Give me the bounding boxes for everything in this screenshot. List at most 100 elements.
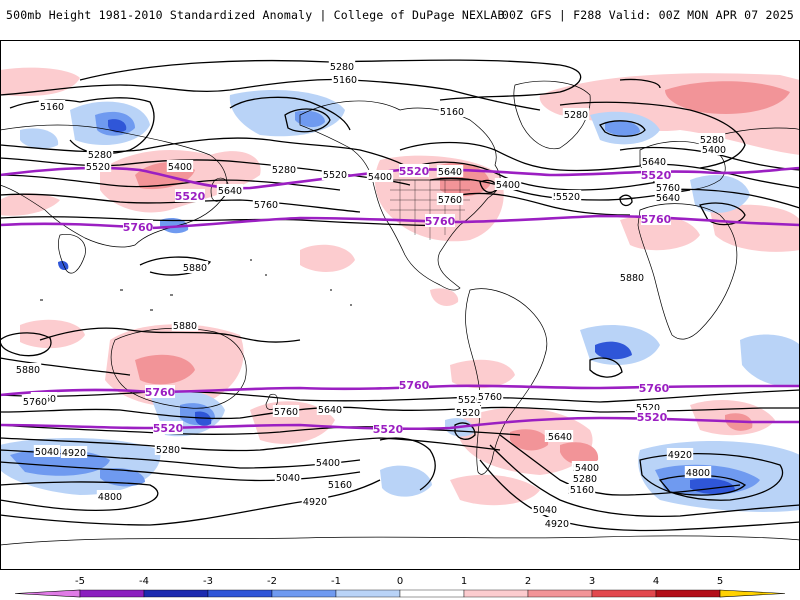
anomaly-positive bbox=[0, 193, 60, 216]
contour-label-bg bbox=[60, 446, 88, 458]
climatology-label-bg bbox=[153, 421, 183, 434]
india-coast bbox=[58, 234, 86, 274]
colorbar: -5 -4 -3 -2 -1 0 1 2 3 4 5 bbox=[14, 576, 786, 598]
colorbar-tick-label: 1 bbox=[461, 576, 467, 587]
contour-line bbox=[379, 437, 436, 491]
contour-label: 5640 bbox=[642, 157, 666, 168]
contour-line bbox=[0, 389, 800, 403]
contour-label: 5160 bbox=[570, 485, 594, 496]
contour-label-bg bbox=[181, 261, 209, 273]
south-america-coast bbox=[465, 288, 548, 475]
contour-line bbox=[0, 479, 381, 526]
anomaly-positive bbox=[20, 319, 85, 349]
climatology-label-bg bbox=[637, 410, 667, 423]
contour-label-bg bbox=[454, 406, 482, 418]
contour-label-bg bbox=[494, 178, 522, 190]
contour-line bbox=[284, 108, 331, 133]
contour-label-bg bbox=[684, 466, 712, 478]
contour-label-bg bbox=[38, 100, 66, 112]
contour-label: 5280 bbox=[700, 135, 724, 146]
contour-label-bg bbox=[274, 471, 302, 483]
contour-label: 5760 bbox=[23, 397, 47, 408]
anomaly-positive bbox=[450, 474, 540, 506]
contour-label: 5880 bbox=[173, 321, 197, 332]
contour-label: 5400 bbox=[575, 463, 599, 474]
anomaly-negative bbox=[380, 465, 432, 497]
contour-label: 5880 bbox=[16, 365, 40, 376]
colorbar-cell bbox=[335, 589, 401, 598]
contour-line bbox=[229, 96, 351, 131]
colorbar-cell bbox=[79, 589, 145, 598]
contour-label: 5640 bbox=[318, 405, 342, 416]
contour-label: 5160 bbox=[440, 107, 464, 118]
contour-label-bg bbox=[328, 60, 356, 72]
contour-line bbox=[0, 406, 800, 420]
colorbar-tick-label: -3 bbox=[203, 576, 213, 587]
contour-line bbox=[459, 192, 631, 216]
colorbar-tick-label: -2 bbox=[267, 576, 277, 587]
climatology-label-bg bbox=[399, 378, 429, 391]
antarctica-coast bbox=[0, 535, 800, 546]
contour-label: 4800 bbox=[98, 492, 122, 503]
contour-label: 5760 bbox=[478, 392, 502, 403]
contour-label: 5280 bbox=[88, 150, 112, 161]
climatology-label: 5520 bbox=[175, 190, 206, 203]
colorbar-tick-label: 2 bbox=[525, 576, 531, 587]
us-state-lines bbox=[390, 180, 470, 240]
climatology-label: 5520 bbox=[399, 165, 430, 178]
colorbar-cell bbox=[655, 589, 721, 598]
contour-label-bg bbox=[476, 390, 504, 402]
contour-label-bg bbox=[21, 395, 49, 407]
contour-label-bg bbox=[531, 503, 559, 515]
anomaly-negative bbox=[740, 334, 800, 387]
contour-line bbox=[589, 357, 623, 378]
contour-label-bg bbox=[252, 198, 280, 210]
contour-label-bg bbox=[96, 490, 124, 502]
contour-label-bg bbox=[14, 363, 42, 375]
anomaly-negative bbox=[605, 120, 640, 136]
contour-label-bg bbox=[301, 495, 329, 507]
contour-label: 5400 bbox=[702, 145, 726, 156]
contour-label: 5760 bbox=[656, 183, 680, 194]
contour-label: 5880 bbox=[620, 273, 644, 284]
contour-label-bg bbox=[272, 405, 300, 417]
contour-line bbox=[454, 422, 476, 440]
contour-line bbox=[559, 101, 746, 169]
contour-label: 5520 bbox=[556, 192, 580, 203]
climatology-label-bg bbox=[175, 189, 205, 202]
contour-label-bg bbox=[654, 191, 682, 203]
contour-label-bg bbox=[698, 133, 726, 145]
contour-label: 5280 bbox=[330, 62, 354, 73]
contour-label: 4920 bbox=[668, 450, 692, 461]
climatology-label: 5520 bbox=[637, 411, 668, 424]
contour-label: 5640 bbox=[438, 167, 462, 178]
colorbar-tick-label: 3 bbox=[589, 576, 595, 587]
islands bbox=[40, 259, 352, 311]
contour-label-bg bbox=[654, 181, 682, 193]
contour-label-bg bbox=[573, 461, 601, 473]
contour-label: 5520 bbox=[458, 395, 482, 406]
contour-label-bg bbox=[618, 271, 646, 283]
anomaly-positive bbox=[620, 215, 700, 251]
contour-label: 5760 bbox=[254, 200, 278, 211]
colorbar-tick-label: 4 bbox=[653, 576, 659, 587]
contour-label: 4920 bbox=[303, 497, 327, 508]
contour-label-bg bbox=[438, 105, 466, 117]
africa-coast bbox=[637, 203, 738, 340]
contour-line bbox=[39, 327, 301, 343]
contour-label-bg bbox=[666, 448, 694, 460]
contour-label: 4920 bbox=[62, 448, 86, 459]
contour-line bbox=[0, 332, 52, 357]
contour-label: 5400 bbox=[496, 180, 520, 191]
contour-line bbox=[0, 137, 411, 169]
contour-label: 5280 bbox=[272, 165, 296, 176]
contour-line bbox=[0, 357, 131, 376]
contour-line bbox=[489, 444, 800, 517]
contour-line bbox=[399, 141, 651, 172]
anomaly-negative bbox=[108, 119, 127, 133]
contour-label-bg bbox=[321, 168, 349, 180]
contour-label-bg bbox=[326, 478, 354, 490]
contour-line bbox=[479, 459, 800, 532]
